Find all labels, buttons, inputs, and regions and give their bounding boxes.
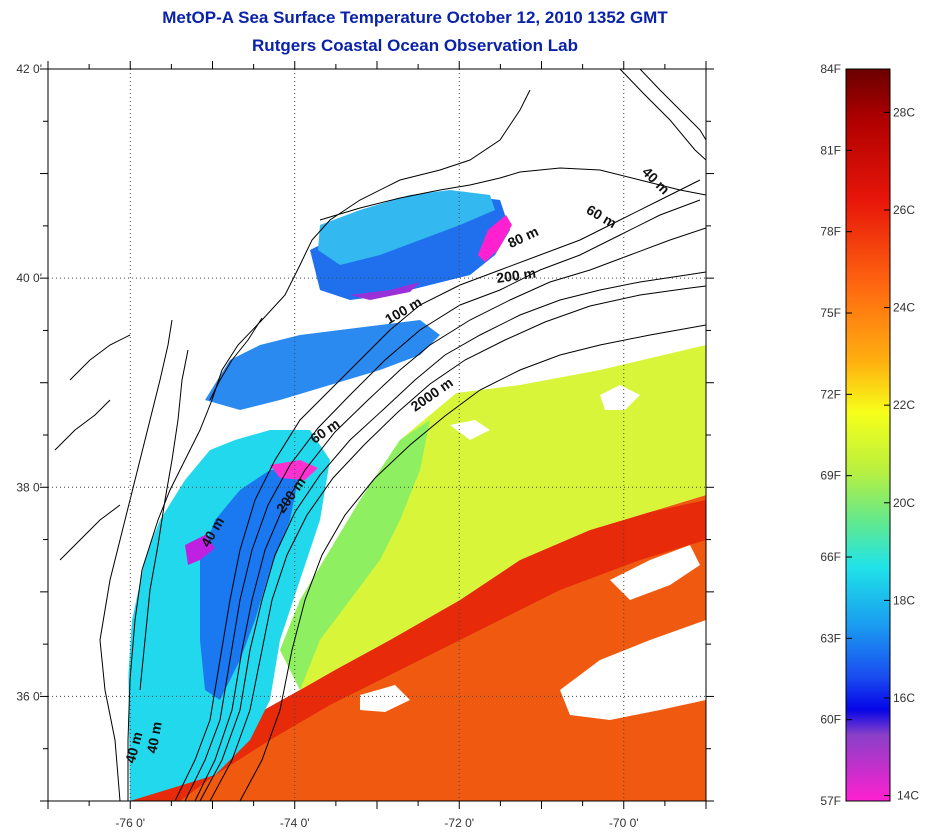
cloud-patch xyxy=(600,385,640,410)
isobath-60m xyxy=(184,199,701,801)
cape-cod-land xyxy=(440,69,706,200)
isobath-2000m xyxy=(239,324,706,801)
lon-tick-label: -72 0' xyxy=(444,816,474,830)
land-mass xyxy=(48,69,480,801)
colorbar-fahrenheit-label: 84F xyxy=(820,62,841,76)
cloud-patch xyxy=(360,685,410,712)
isobath-40m xyxy=(174,179,701,801)
colorbar-celsius-label: 24C xyxy=(893,301,915,315)
isobath-80m xyxy=(194,227,706,801)
coastline-lines xyxy=(54,69,706,801)
cold-patch-purple xyxy=(350,282,420,300)
ny-bight-cyan-water xyxy=(318,190,495,265)
isobath-200m xyxy=(209,285,706,801)
va-cold-patch xyxy=(185,535,215,565)
delmarva-cold-patch xyxy=(270,460,318,480)
new-england-coast xyxy=(519,167,706,196)
cloud-patch xyxy=(450,420,490,440)
gulf-of-maine-lines xyxy=(619,69,706,161)
colorbar xyxy=(845,68,891,802)
gulf-of-maine-lines xyxy=(639,69,706,141)
east-coastline xyxy=(127,89,531,801)
cold-patch-magenta xyxy=(478,215,512,262)
cloud-patch xyxy=(610,545,700,600)
colorbar-celsius-label: 22C xyxy=(893,398,915,412)
chesapeake-bay-east xyxy=(139,349,189,691)
isobath-label: 40 m xyxy=(143,720,164,754)
colorbar-fahrenheit-label: 78F xyxy=(820,225,841,239)
colorbar-fahrenheit-label: 63F xyxy=(820,631,841,645)
long-island-coast xyxy=(319,171,521,221)
chesapeake-bay-west xyxy=(99,319,173,801)
colorbar-celsius-label: 16C xyxy=(893,691,915,705)
colorbar-fahrenheit-label: 72F xyxy=(820,387,841,401)
lat-tick-label: 38 0' xyxy=(16,480,42,494)
lon-tick-label: -70 0' xyxy=(609,816,639,830)
isobath-label: 200 m xyxy=(495,265,537,286)
lat-tick-label: 42 0' xyxy=(16,62,42,76)
cloud-band xyxy=(200,320,706,420)
isobath-100m xyxy=(199,271,706,801)
lat-tick-label: 40 0' xyxy=(16,271,42,285)
colorbar-celsius-label: 20C xyxy=(893,496,915,510)
lon-tick-label: -76 0' xyxy=(115,816,145,830)
offshore-warm-water xyxy=(280,330,706,690)
cloud-patch xyxy=(560,620,706,720)
minor-ticks xyxy=(40,61,714,809)
inland-rivers xyxy=(69,334,131,381)
colorbar-fahrenheit-label: 69F xyxy=(820,469,841,483)
colorbar-celsius-label: 14C xyxy=(897,789,919,803)
lat-tick-label: 36 0' xyxy=(16,689,42,703)
map-grid xyxy=(48,69,706,801)
colorbar-labels: 84F 81F 78F 75F 72F 69F 66F 63F 60F 57F 28C 26C 24C 2… xyxy=(820,62,919,808)
colorbar-fahrenheit-label: 60F xyxy=(820,713,841,727)
inland-rivers xyxy=(59,504,121,561)
delaware-bay xyxy=(209,317,263,401)
colorbar-fahrenheit-label: 75F xyxy=(820,306,841,320)
colorbar-fahrenheit-label: 66F xyxy=(820,550,841,564)
map-title: MetOP-A Sea Surface Temperature October … xyxy=(162,8,668,27)
colorbar-fahrenheit-label: 81F xyxy=(820,143,841,157)
colorbar-celsius-label: 18C xyxy=(893,593,915,607)
isobath-label: 40 m xyxy=(122,730,146,765)
colorbar-celsius-label: 26C xyxy=(893,203,915,217)
mid-atlantic-cool-water xyxy=(205,320,440,410)
lon-tick-label: -74 0' xyxy=(280,816,310,830)
map-subtitle: Rutgers Coastal Ocean Observation Lab xyxy=(252,36,578,55)
tick-labels: -76 0' -74 0' -72 0' -70 0' 42 0' 40 0' 38 0' 3… xyxy=(16,62,638,830)
inland-rivers xyxy=(54,399,111,451)
colorbar-fahrenheit-label: 57F xyxy=(820,794,841,808)
colorbar-celsius-label: 28C xyxy=(893,105,915,119)
